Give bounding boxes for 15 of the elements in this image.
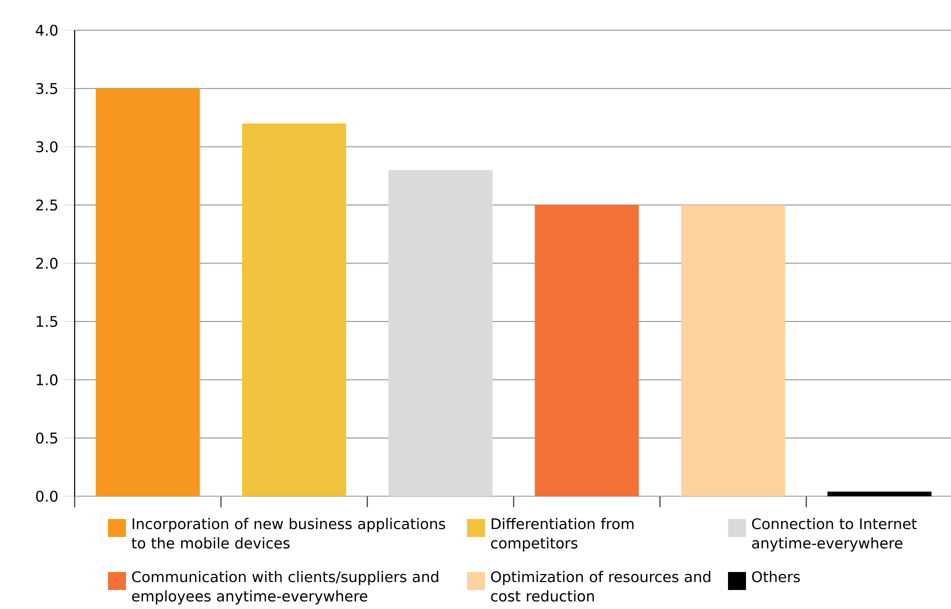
legend-label: Differentiation from competitors [491, 518, 634, 552]
y-tick-label: 2.0 [36, 258, 58, 269]
y-tick-label: 2.5 [36, 199, 58, 211]
legend-label: Optimization of resources and cost reduction [491, 570, 710, 602]
y-tick-label: 3.5 [36, 82, 58, 94]
legend-label: Connection to Internet anytime-everywhere [752, 518, 917, 552]
y-tick-label: 3.0 [36, 141, 58, 152]
y-tick-label: 0.5 [36, 432, 58, 444]
y-tick-label: 1.5 [36, 316, 58, 327]
y-tick-label: 4.0 [36, 24, 58, 36]
legend-label: Communication with clients/suppliers and employees anytime-everywhere [132, 570, 438, 604]
y-tick-label: 1.0 [36, 374, 58, 386]
y-tick-label: 0.0 [36, 490, 58, 502]
legend-label: Others [752, 570, 800, 582]
legend-label: Incorporation of new business applications to the mobile devices [132, 518, 446, 549]
